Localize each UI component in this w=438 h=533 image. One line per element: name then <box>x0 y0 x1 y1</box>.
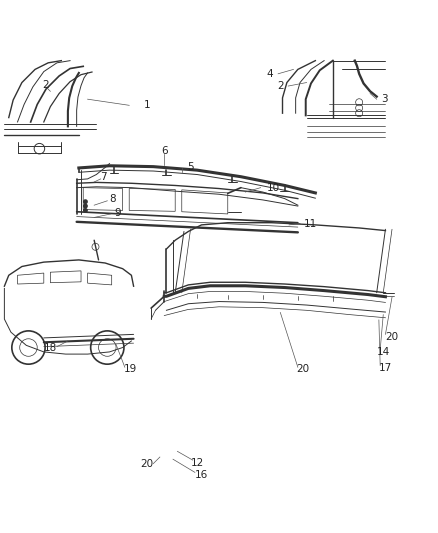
Text: 17: 17 <box>379 363 392 373</box>
Circle shape <box>84 204 87 208</box>
Circle shape <box>84 200 87 204</box>
Text: 16: 16 <box>195 470 208 480</box>
Text: 6: 6 <box>161 146 168 156</box>
Text: 18: 18 <box>44 343 57 352</box>
Text: 10: 10 <box>267 183 280 192</box>
Text: 2: 2 <box>42 80 49 90</box>
Text: 19: 19 <box>124 365 137 374</box>
Text: 3: 3 <box>381 94 388 104</box>
Text: 1: 1 <box>143 100 150 110</box>
Text: 9: 9 <box>114 208 121 218</box>
Text: 14: 14 <box>377 347 390 357</box>
Text: 12: 12 <box>191 458 204 468</box>
Text: 5: 5 <box>187 161 194 172</box>
Text: 20: 20 <box>297 365 310 374</box>
Text: 11: 11 <box>304 219 317 229</box>
Text: 7: 7 <box>99 172 106 182</box>
Circle shape <box>84 209 87 212</box>
Text: 8: 8 <box>110 194 117 204</box>
Text: 4: 4 <box>267 69 274 79</box>
Text: 20: 20 <box>385 332 399 342</box>
Text: 20: 20 <box>140 459 153 470</box>
Text: 2: 2 <box>277 81 284 91</box>
